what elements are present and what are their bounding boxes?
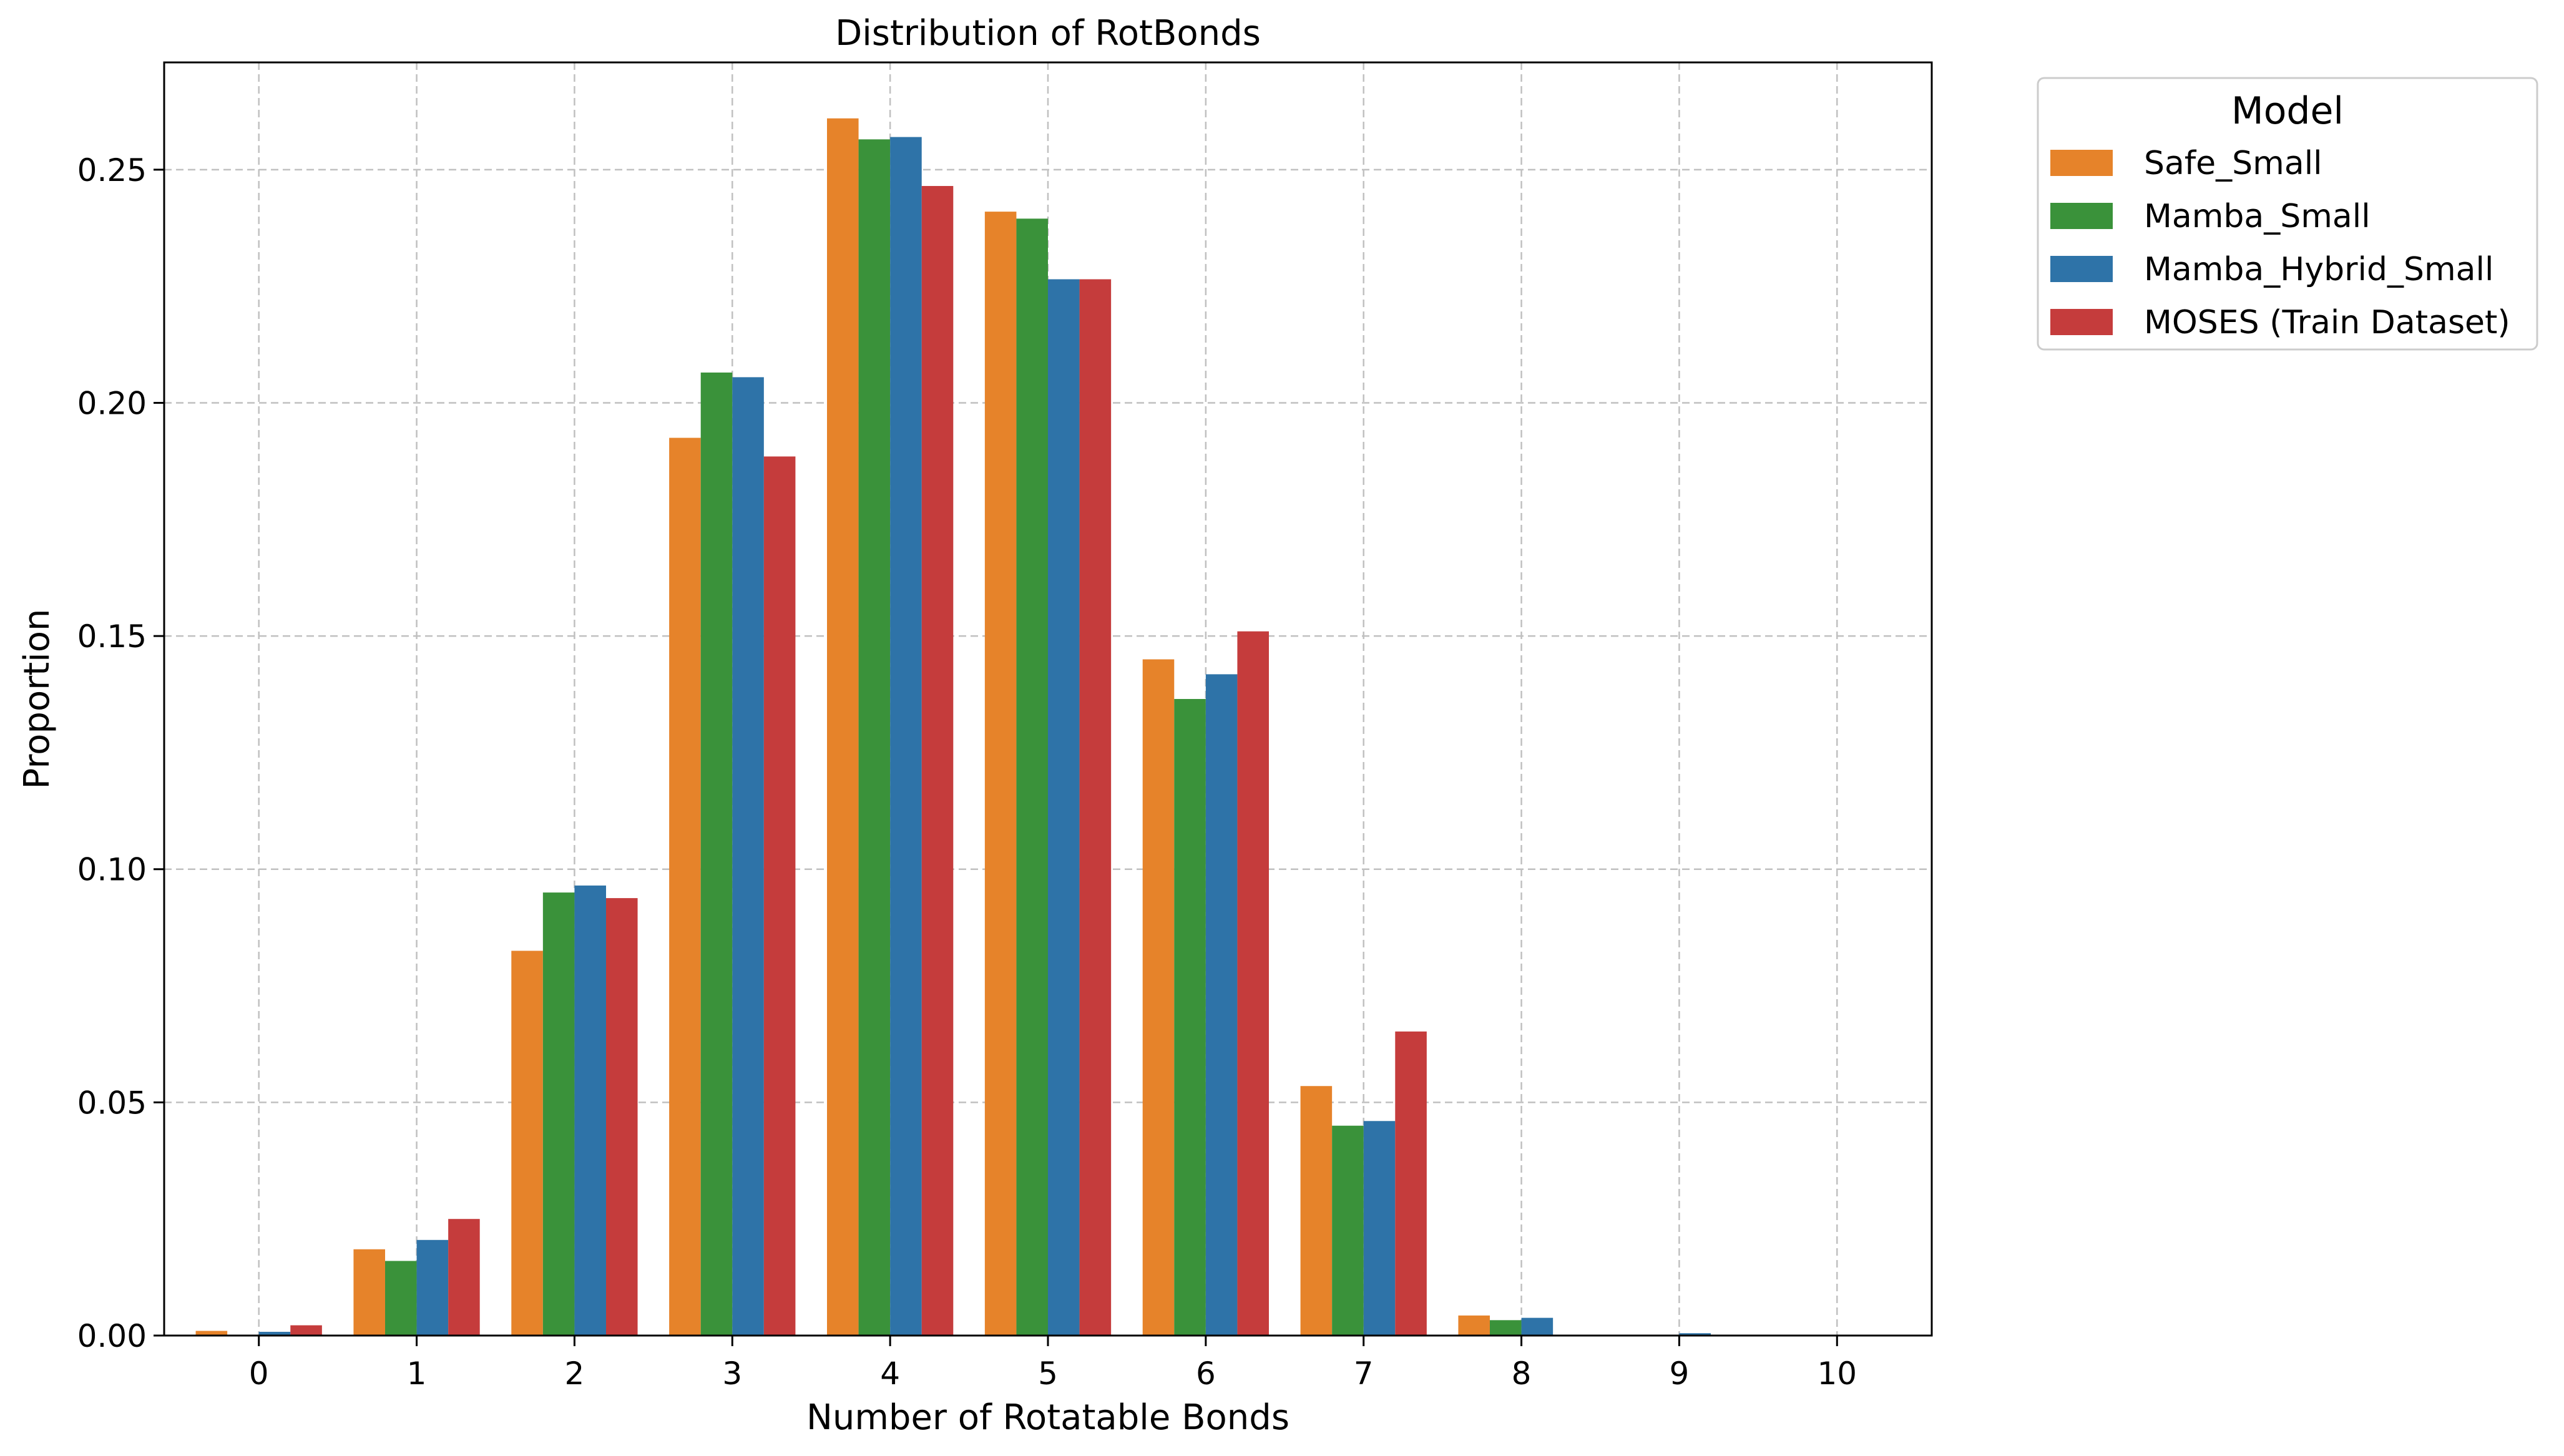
bar [1048,279,1080,1336]
y-tick-label: 0.15 [77,618,147,655]
bar [416,1239,449,1336]
bar [858,139,891,1336]
x-axis-label: Number of Rotatable Bonds [806,1397,1289,1438]
legend-box [2037,77,2538,351]
bar [1363,1121,1396,1336]
bar [1332,1125,1364,1336]
bar [1395,1031,1427,1336]
x-tick-label: 7 [1354,1356,1374,1392]
bar [1490,1320,1522,1336]
bar [1521,1317,1554,1336]
bars [195,118,1711,1336]
legend-items: Safe_Small Mamba_Small Mamba_Hybrid_Small M… [2050,145,2510,341]
axes: 0 1 2 3 4 5 6 7 8 9 10 0.00 0.05 0.10 0.15 0.20 0.25 [77,152,1857,1392]
bar [1016,218,1048,1336]
x-tick-label: 2 [565,1356,585,1392]
x-tick-label: 3 [722,1356,742,1392]
bar [1237,631,1269,1336]
legend: Model Safe_Small Mamba_Small Mamba_Hybrid_… [2037,77,2538,351]
x-tick-label: 6 [1196,1356,1216,1392]
bar [921,186,954,1336]
bar [258,1332,291,1336]
bar [448,1219,480,1336]
legend-swatch [2050,150,2113,176]
legend-swatch [2050,203,2113,229]
chart-title: Distribution of RotBonds [835,13,1261,54]
legend-swatch [2050,256,2113,282]
x-tick-label: 10 [1817,1356,1857,1392]
y-tick-label: 0.10 [77,852,147,888]
legend-label: Mamba_Small [2144,198,2371,235]
bar [1174,699,1206,1336]
bar [827,118,859,1336]
bar [732,377,764,1336]
x-tick-label: 9 [1670,1356,1690,1392]
bar [1079,279,1112,1336]
bar [1300,1086,1333,1336]
y-axis-label: Proportion [17,609,57,789]
y-tick-label: 0.05 [77,1085,147,1121]
bar [353,1249,385,1336]
bar [763,456,796,1336]
y-tick-label: 0.00 [77,1318,147,1354]
bar [195,1331,228,1336]
legend-title: Model [2231,89,2344,133]
x-tick-label: 5 [1038,1356,1058,1392]
y-tick-label: 0.25 [77,152,147,188]
legend-label: MOSES (Train Dataset) [2144,304,2510,341]
bar [1142,659,1175,1336]
bar [890,137,922,1336]
bar [700,372,733,1336]
y-tick-label: 0.20 [77,385,147,421]
legend-label: Safe_Small [2144,145,2322,182]
bar [669,437,701,1336]
bar [984,212,1017,1336]
bar [511,950,543,1336]
bar [542,892,575,1336]
bar [606,898,638,1336]
bar [1679,1333,1711,1336]
bar [1205,674,1238,1336]
bar [385,1261,417,1336]
legend-label: Mamba_Hybrid_Small [2144,251,2493,288]
bar [1458,1315,1490,1336]
bar [574,885,606,1336]
x-tick-label: 8 [1512,1356,1532,1392]
legend-swatch [2050,309,2113,335]
x-tick-label: 4 [880,1356,900,1392]
x-tick-label: 1 [407,1356,427,1392]
bar [290,1325,322,1336]
x-tick-label: 0 [249,1356,269,1392]
